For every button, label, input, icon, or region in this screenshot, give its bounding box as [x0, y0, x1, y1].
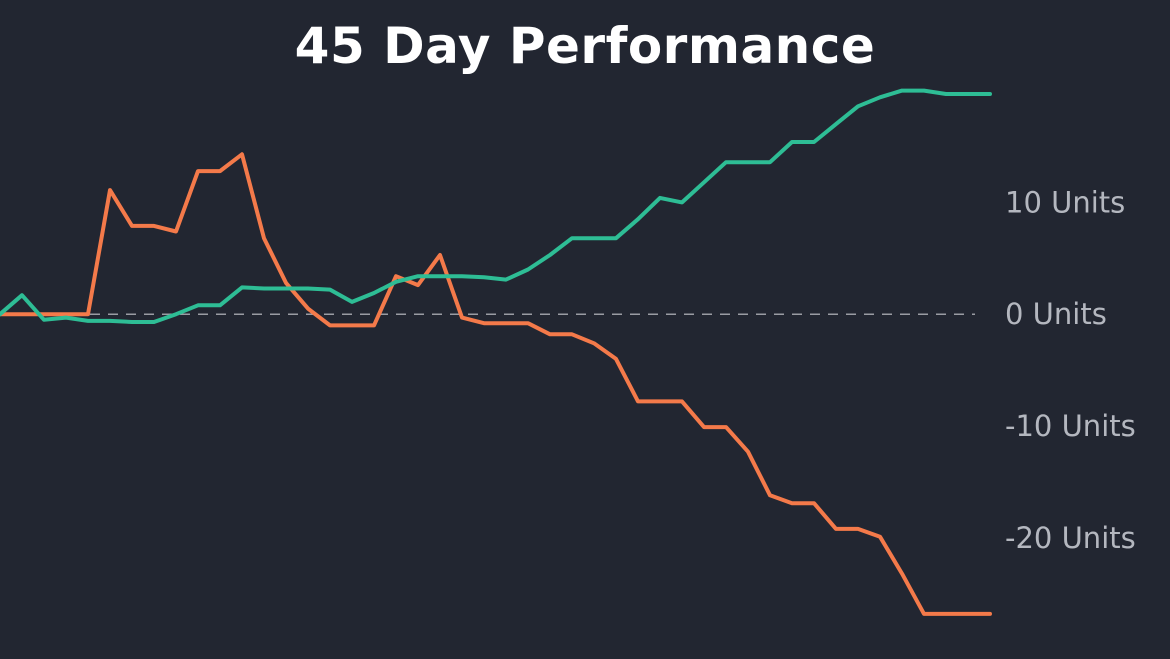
- y-tick-label: -20 Units: [1005, 521, 1136, 555]
- series-line-2: [0, 152, 992, 616]
- series-group: [0, 88, 992, 616]
- y-tick-label: 10 Units: [1005, 185, 1125, 219]
- y-tick-label: -10 Units: [1005, 409, 1136, 443]
- series-line-1: [0, 88, 992, 324]
- chart-title: 45 Day Performance: [294, 17, 876, 75]
- y-tick-label: 0 Units: [1005, 297, 1107, 331]
- y-axis-tick-labels: 10 Units 0 Units -10 Units -20 Units: [1005, 185, 1136, 554]
